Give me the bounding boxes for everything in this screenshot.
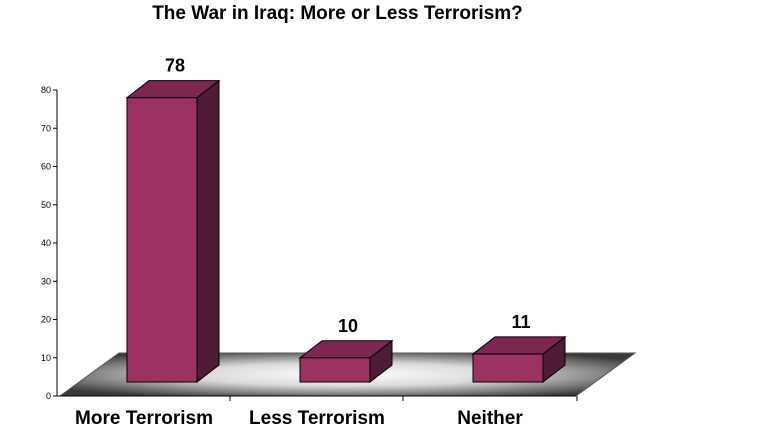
bar-top-face [471, 336, 567, 355]
y-tick-label: 40 [41, 238, 51, 248]
y-tick-label: 0 [46, 391, 51, 401]
y-tick-label: 70 [41, 123, 51, 133]
y-tick-label: 20 [41, 315, 51, 325]
x-category-label: Neither [457, 408, 523, 425]
bar-side-face [196, 79, 220, 384]
y-tick-label: 50 [41, 200, 51, 210]
y-tick-label: 30 [41, 276, 51, 286]
bar-1 [125, 79, 221, 384]
x-category-label: More Terrorism [75, 408, 213, 425]
y-tick-label: 60 [41, 162, 51, 172]
bar-top-face [125, 80, 221, 99]
bar-top-face [298, 340, 394, 359]
bar-front-face [472, 353, 544, 383]
x-category-label: Less Terrorism [249, 408, 385, 425]
data-label: 10 [338, 316, 358, 336]
bar-2 [298, 339, 394, 384]
y-tick-label: 80 [41, 85, 51, 95]
bar-front-face [126, 97, 198, 383]
y-tick-label: 10 [41, 353, 51, 363]
data-label: 78 [165, 56, 185, 76]
data-label: 11 [511, 312, 530, 332]
chart-title: The War in Iraq: More or Less Terrorism? [152, 3, 523, 24]
bar-3 [471, 335, 567, 384]
bar-front-face [299, 357, 371, 383]
